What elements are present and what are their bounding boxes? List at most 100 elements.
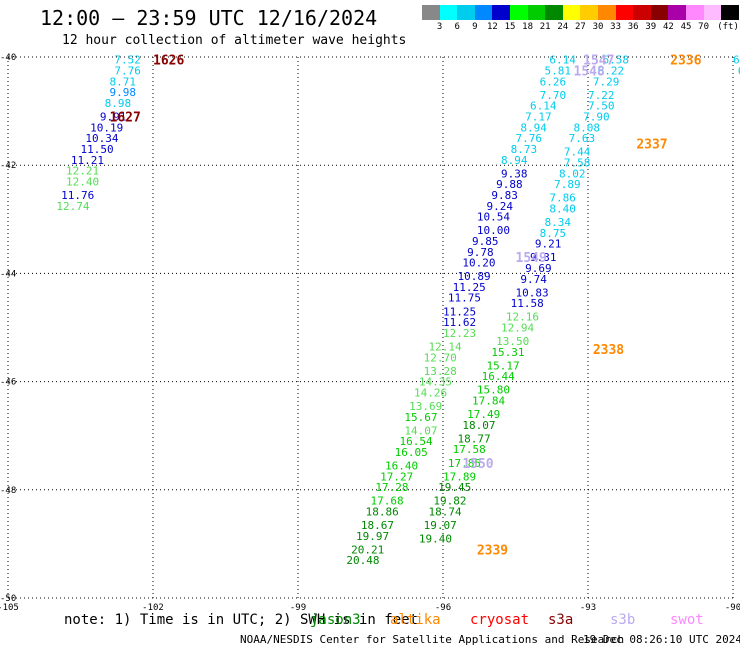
wave-height-value: 17.28 (375, 481, 408, 494)
wave-height-value: 14.26 (414, 386, 447, 399)
wave-height-value: 9.69 (525, 262, 552, 275)
y-tick-label: -46 (0, 378, 16, 388)
satellite-pass-label: 2339 (477, 543, 508, 558)
wave-height-value: 7.22 (588, 89, 615, 102)
wave-height-value: 9.98 (110, 86, 137, 99)
wave-height-value: 7.63 (569, 132, 596, 145)
wave-height-value: 7.76 (114, 65, 141, 78)
wave-height-value: 6.22 (598, 65, 625, 78)
x-tick-label: -105 (0, 603, 19, 613)
wave-height-value: 16.40 (385, 459, 418, 472)
colorbar-swatch (562, 5, 581, 20)
wave-height-value: 8.94 (501, 154, 528, 167)
colorbar-unit: (ft) (717, 22, 739, 32)
wave-height-value: 9.21 (535, 238, 562, 251)
colorbar-swatch (492, 5, 510, 20)
x-tick-label: -90 (725, 603, 740, 613)
wave-height-value: 17.68 (371, 495, 404, 508)
wave-height-value: 9.74 (520, 273, 547, 286)
colorbar-swatch (474, 5, 493, 20)
wave-height-value: 18.86 (366, 505, 399, 518)
wave-height-value: 7.58 (564, 156, 591, 169)
wave-height-value: 8.02 (559, 167, 586, 180)
wave-height-value: 8.71 (110, 75, 137, 88)
wave-height-value: 13.69 (409, 400, 442, 413)
wave-height-value: 8.73 (511, 143, 537, 156)
colorbar-tick-label: 9 (472, 22, 478, 32)
wave-height-value: 9.78 (467, 246, 494, 259)
x-tick-label: -96 (435, 603, 451, 613)
wave-height-value: 9.91 (100, 111, 127, 124)
satellite-pass-label: 1547 (583, 54, 614, 69)
colorbar-tick-label: 42 (662, 22, 674, 32)
colorbar-tick-label: 33 (610, 22, 622, 32)
colorbar-swatch (545, 5, 563, 20)
colorbar-swatch (580, 5, 598, 20)
wave-height-value: 11.50 (81, 143, 114, 156)
colorbar-swatch (527, 5, 546, 20)
wave-height-value: 8.75 (540, 227, 567, 240)
wave-height-value: 17.85 (448, 457, 481, 470)
y-tick-label: -48 (0, 486, 16, 496)
wave-height-value: 17.89 (443, 470, 476, 483)
colorbar-swatch (668, 5, 686, 20)
colorbar-swatch (633, 5, 651, 20)
satellite-legend-jason3: jason3 (310, 612, 361, 628)
wave-height-value: 18.07 (462, 419, 495, 432)
wave-height-value: 7.89 (554, 178, 581, 191)
wave-height-value: 10.20 (462, 257, 495, 270)
map-gridlines (7, 56, 734, 599)
satellite-legend-s3a: s3a (548, 612, 574, 628)
satellite-pass-label: 1626 (153, 54, 184, 69)
wave-height-value: 11.25 (453, 281, 486, 294)
page-title: 12:00 – 23:59 UTC 12/16/2024 (40, 6, 378, 30)
wave-height-value: 7.90 (583, 111, 610, 124)
wave-height-value: 6.14 (530, 100, 557, 113)
wave-height-value: 11.62 (443, 316, 476, 329)
wave-height-value: 8.34 (545, 216, 572, 229)
satellite-pass-label: 1549 (516, 251, 547, 266)
wave-height-value: 12.74 (56, 200, 89, 213)
colorbar-swatch (650, 5, 669, 20)
satellite-legend-altika: altika (390, 612, 441, 628)
footer-credit: NOAA/NESDIS Center for Satellite Applica… (240, 633, 625, 646)
wave-height-value: 11.75 (448, 292, 481, 305)
wave-height-value: 16.54 (400, 435, 433, 448)
wave-height-value: 15.17 (487, 359, 520, 372)
wave-height-value: 14.07 (404, 424, 437, 437)
satellite-pass-label: 1548 (574, 65, 605, 80)
y-tick-label: -44 (0, 269, 16, 279)
footer-timestamp: 19 Dec 08:26:10 UTC 2024 (583, 633, 740, 646)
colorbar-swatch (615, 5, 634, 20)
wave-height-value: 11.76 (61, 189, 94, 202)
wave-height-value: 15.67 (404, 411, 437, 424)
colorbar-tick-label: 36 (627, 22, 639, 32)
wave-height-value: 18.67 (361, 519, 394, 532)
wave-height-value: 6.6 (733, 54, 740, 67)
colorbar-tick-label: 12 (486, 22, 498, 32)
colorbar-swatch (439, 5, 458, 20)
y-tick-label: -40 (0, 53, 16, 63)
wave-height-value: 15.80 (477, 384, 510, 397)
wave-height-value: 19.82 (433, 495, 466, 508)
colorbar-tick-label: 3 (436, 22, 443, 32)
wave-height-value: 12.94 (501, 322, 534, 335)
wave-height-value: 6. (738, 65, 740, 78)
satellite-pass-label: 1550 (462, 457, 493, 472)
wave-height-value: 11.21 (71, 154, 104, 167)
wave-height-value: 9.85 (472, 235, 499, 248)
wave-height-value: 9.38 (501, 167, 528, 180)
wave-height-value: 6.58 (603, 54, 630, 67)
wave-height-value: 7.52 (114, 54, 141, 67)
x-tick-label: -93 (580, 603, 596, 613)
wave-height-value: 12.14 (429, 340, 462, 353)
satellite-legend-s3b: s3b (610, 612, 636, 628)
colorbar-tick-label: 21 (539, 22, 551, 32)
colorbar-tick-label: 6 (454, 22, 460, 32)
satellite-legend-swot: swot (670, 612, 704, 628)
wave-height-value: 6.14 (549, 54, 576, 67)
colorbar-tick-label: 30 (592, 22, 604, 32)
wave-height-value: 7.76 (516, 132, 543, 145)
wave-height-value: 18.77 (458, 432, 491, 445)
